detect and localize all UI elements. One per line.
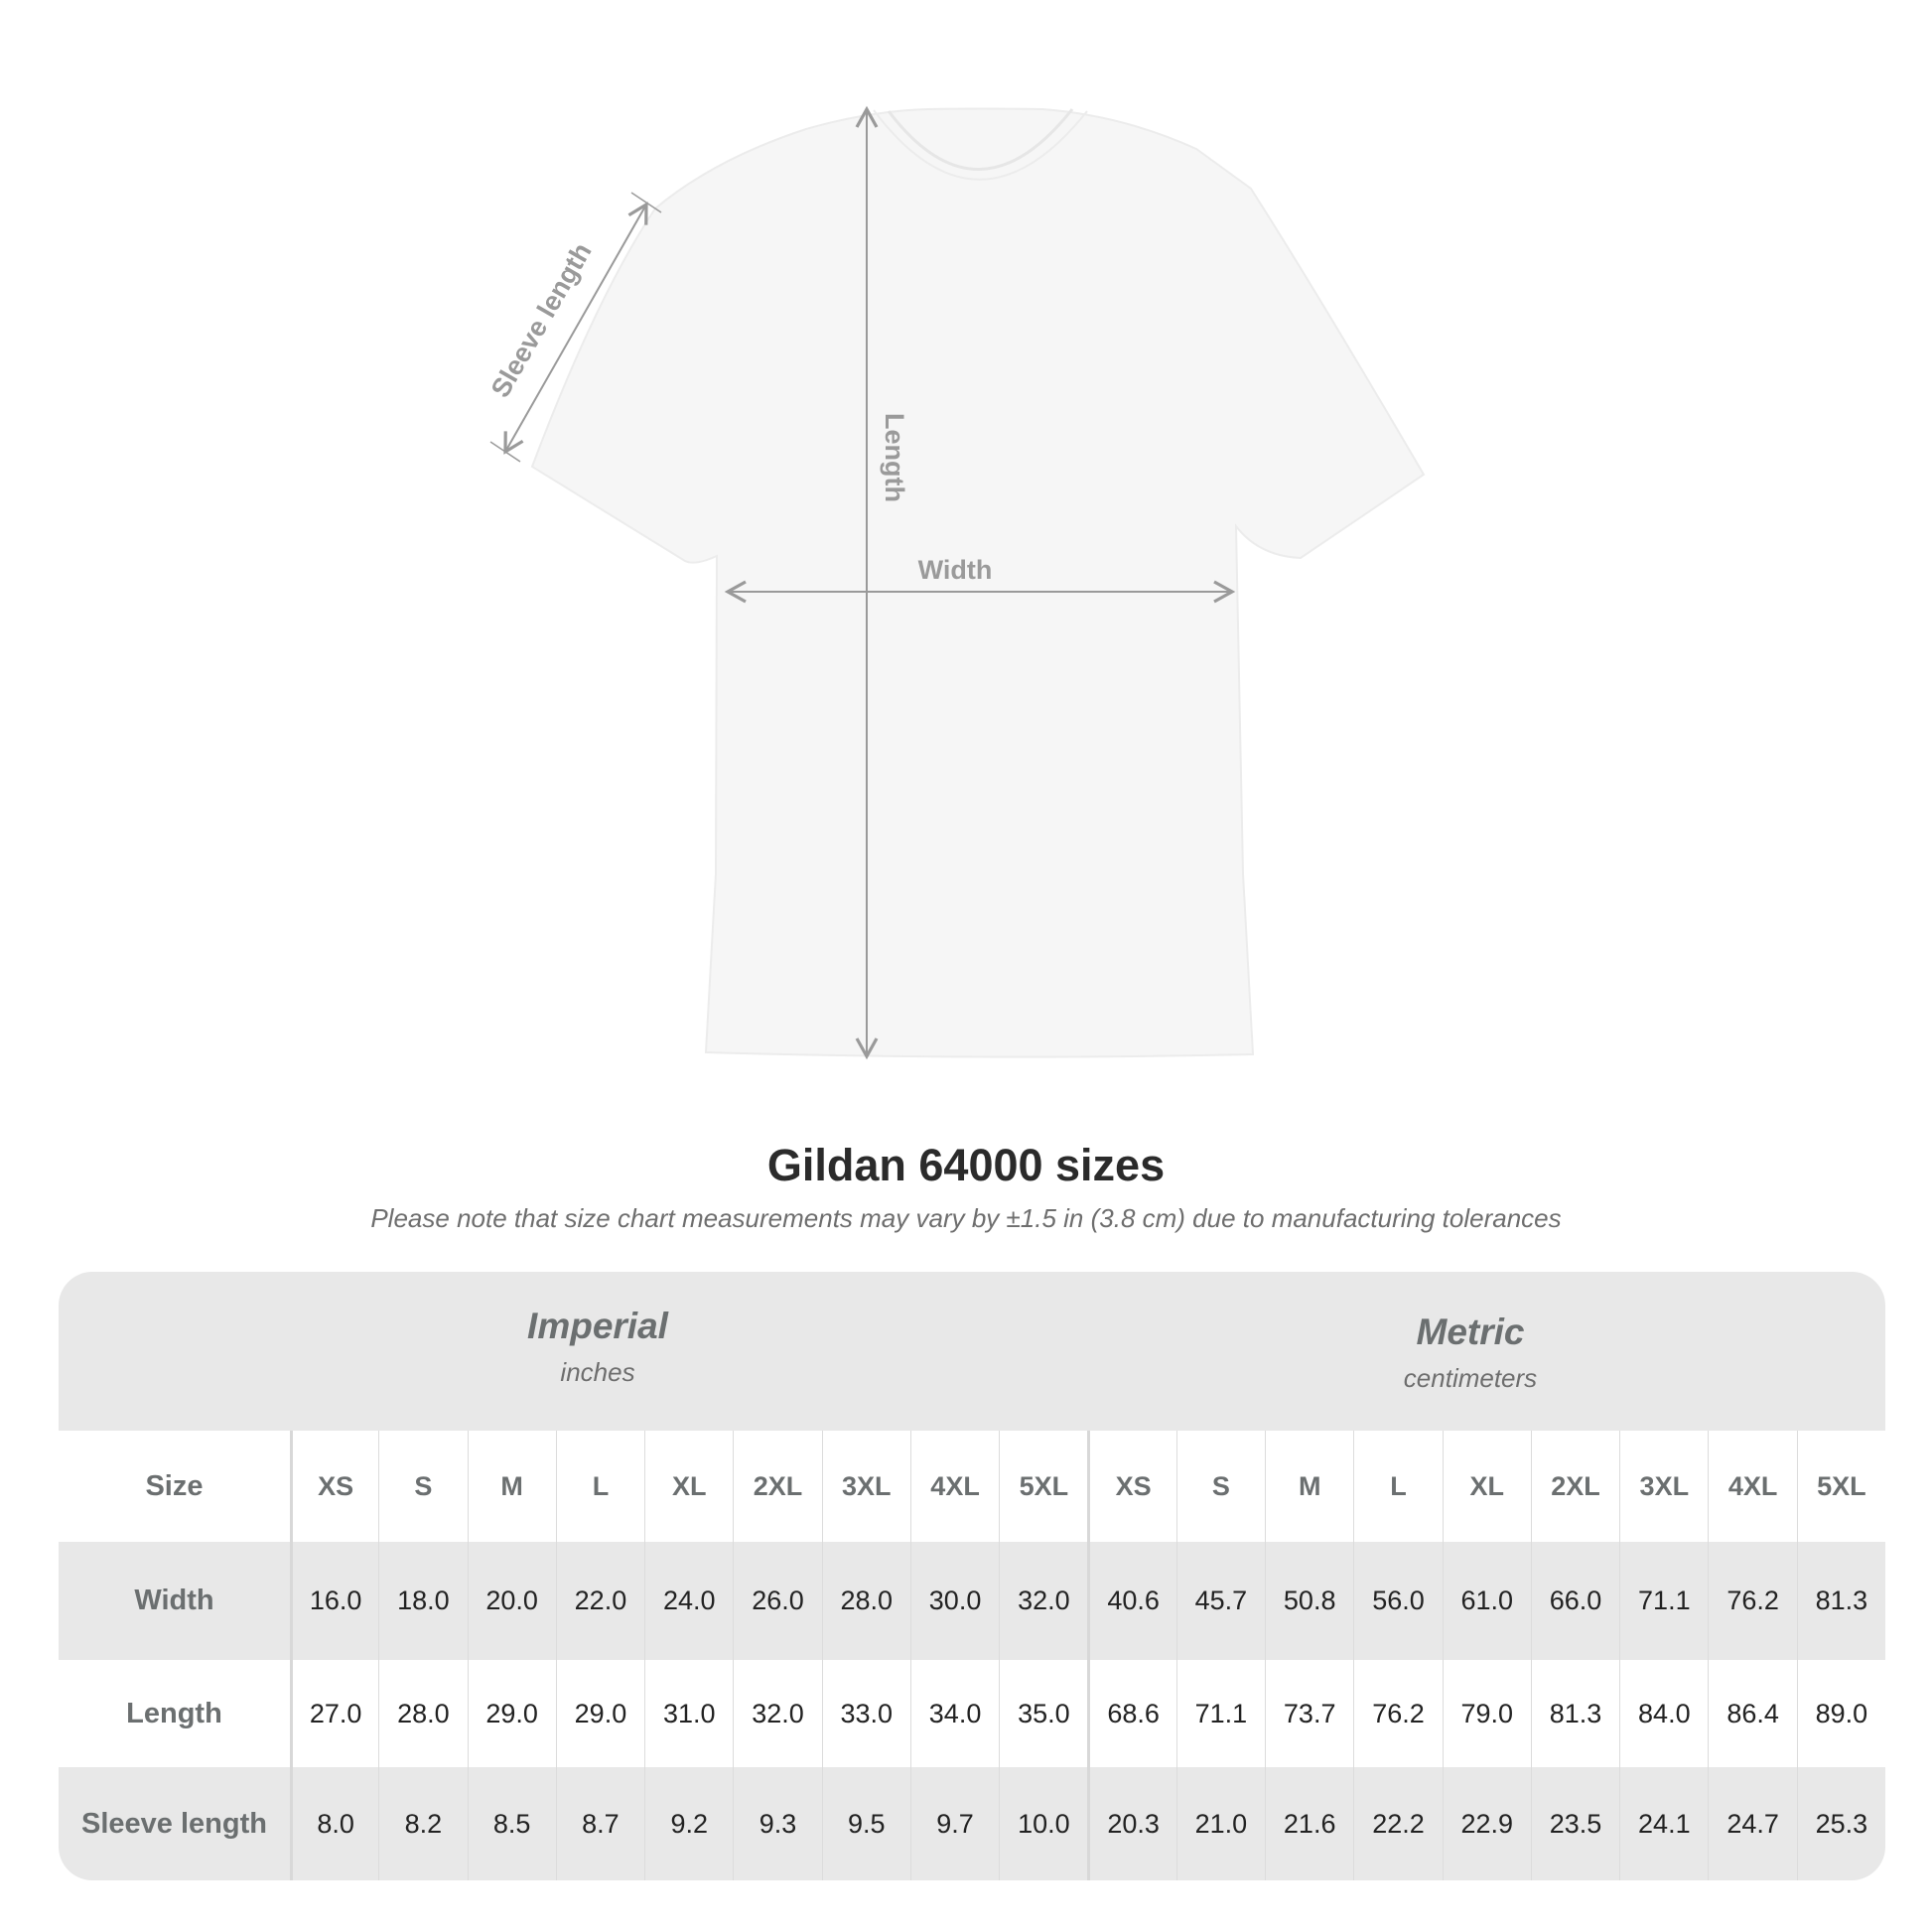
imperial-value: 27.0: [289, 1660, 378, 1767]
imperial-value: 16.0: [289, 1542, 378, 1660]
metric-value: 81.3: [1530, 1660, 1619, 1767]
metric-value: 61.0: [1442, 1542, 1531, 1660]
row-label: Sleeve length: [80, 1807, 267, 1840]
imperial-value: 20.0: [467, 1542, 556, 1660]
metric-size-s: S: [1175, 1431, 1265, 1542]
metric-unit: centimeters: [1403, 1363, 1538, 1393]
imperial-value: 24.0: [644, 1542, 733, 1660]
metric-value: 24.7: [1708, 1767, 1796, 1880]
metric-value: 22.2: [1353, 1767, 1442, 1880]
imperial-value: 10.0: [999, 1767, 1087, 1880]
imperial-value: 35.0: [999, 1660, 1087, 1767]
metric-size-m: M: [1265, 1431, 1353, 1542]
metric-title: Metric: [1416, 1311, 1525, 1352]
metric-value: 66.0: [1530, 1542, 1619, 1660]
metric-value: 20.3: [1087, 1767, 1175, 1880]
metric-value: 76.2: [1353, 1660, 1442, 1767]
metric-value: 50.8: [1265, 1542, 1353, 1660]
tshirt-diagram: Sleeve length Length Width: [485, 105, 1426, 1060]
imperial-size-3xl: 3XL: [821, 1431, 910, 1542]
imperial-size-m: M: [467, 1431, 556, 1542]
metric-value: 22.9: [1442, 1767, 1531, 1880]
metric-value: 24.1: [1619, 1767, 1708, 1880]
imperial-value: 34.0: [909, 1660, 999, 1767]
imperial-value: 33.0: [821, 1660, 910, 1767]
size-label: Size: [145, 1469, 204, 1502]
imperial-value: 30.0: [909, 1542, 999, 1660]
metric-value: 21.6: [1265, 1767, 1353, 1880]
metric-size-4xl: 4XL: [1708, 1431, 1796, 1542]
metric-value: 68.6: [1087, 1660, 1175, 1767]
imperial-header: Imperial inches: [349, 1306, 846, 1388]
imperial-size-xs: XS: [289, 1431, 378, 1542]
metric-value: 76.2: [1708, 1542, 1796, 1660]
metric-value: 23.5: [1530, 1767, 1619, 1880]
metric-value: 25.3: [1796, 1767, 1885, 1880]
imperial-value: 9.2: [644, 1767, 733, 1880]
imperial-value: 31.0: [644, 1660, 733, 1767]
imperial-size-s: S: [378, 1431, 467, 1542]
imperial-value: 8.5: [467, 1767, 556, 1880]
imperial-value: 29.0: [555, 1660, 644, 1767]
imperial-size-xl: XL: [644, 1431, 733, 1542]
size-row: Size XS S M L XL 2XL 3XL 4XL 5XL XS S M L XL 2XL 3XL 4XL…: [59, 1431, 1885, 1542]
width-label: Width: [918, 555, 993, 585]
row-label: Length: [126, 1697, 222, 1729]
imperial-value: 8.0: [289, 1767, 378, 1880]
page-title: Gildan 64000 sizes: [766, 1140, 1166, 1190]
metric-value: 86.4: [1708, 1660, 1796, 1767]
metric-size-l: L: [1353, 1431, 1442, 1542]
metric-value: 84.0: [1619, 1660, 1708, 1767]
metric-value: 89.0: [1796, 1660, 1885, 1767]
metric-header: Metric centimeters: [1222, 1311, 1719, 1394]
metric-value: 73.7: [1265, 1660, 1353, 1767]
metric-size-2xl: 2XL: [1530, 1431, 1619, 1542]
imperial-size-2xl: 2XL: [733, 1431, 821, 1542]
table-row: Length 27.0 28.0 29.0 29.0 31.0 32.0 33.0 34.0 35…: [59, 1660, 1885, 1767]
length-label: Length: [880, 413, 909, 502]
imperial-size-l: L: [555, 1431, 644, 1542]
imperial-value: 28.0: [378, 1660, 467, 1767]
metric-value: 40.6: [1087, 1542, 1175, 1660]
metric-value: 71.1: [1619, 1542, 1708, 1660]
imperial-value: 18.0: [378, 1542, 467, 1660]
metric-value: 45.7: [1175, 1542, 1265, 1660]
imperial-value: 28.0: [821, 1542, 910, 1660]
metric-value: 79.0: [1442, 1660, 1531, 1767]
metric-value: 21.0: [1175, 1767, 1265, 1880]
metric-size-3xl: 3XL: [1619, 1431, 1708, 1542]
imperial-value: 32.0: [733, 1660, 821, 1767]
table-header: Imperial inches Metric centimeters: [59, 1272, 1885, 1431]
collar: [887, 108, 1074, 171]
metric-size-xl: XL: [1442, 1431, 1531, 1542]
imperial-value: 8.7: [555, 1767, 644, 1880]
imperial-value: 9.7: [909, 1767, 999, 1880]
imperial-size-5xl: 5XL: [999, 1431, 1087, 1542]
imperial-value: 32.0: [999, 1542, 1087, 1660]
imperial-unit: inches: [560, 1357, 635, 1387]
imperial-value: 29.0: [467, 1660, 556, 1767]
row-label: Width: [134, 1585, 214, 1616]
imperial-value: 9.5: [821, 1767, 910, 1880]
metric-size-5xl: 5XL: [1796, 1431, 1885, 1542]
imperial-value: 22.0: [555, 1542, 644, 1660]
imperial-value: 9.3: [733, 1767, 821, 1880]
table-row: Sleeve length 8.0 8.2 8.5 8.7 9.2 9.3 9.5 9.7 10.…: [59, 1767, 1885, 1880]
metric-value: 71.1: [1175, 1660, 1265, 1767]
metric-size-xs: XS: [1087, 1431, 1175, 1542]
imperial-title: Imperial: [527, 1306, 668, 1346]
imperial-value: 26.0: [733, 1542, 821, 1660]
table-row: Width 16.0 18.0 20.0 22.0 24.0 26.0 28.0 30.0 32.…: [59, 1542, 1885, 1660]
metric-value: 81.3: [1796, 1542, 1885, 1660]
imperial-size-4xl: 4XL: [909, 1431, 999, 1542]
size-table: Imperial inches Metric centimeters Size …: [59, 1272, 1885, 1880]
tolerance-note: Please note that size chart measurements…: [370, 1203, 1562, 1233]
imperial-value: 8.2: [378, 1767, 467, 1880]
sleeve-length-arrow: [503, 202, 648, 455]
metric-value: 56.0: [1353, 1542, 1442, 1660]
